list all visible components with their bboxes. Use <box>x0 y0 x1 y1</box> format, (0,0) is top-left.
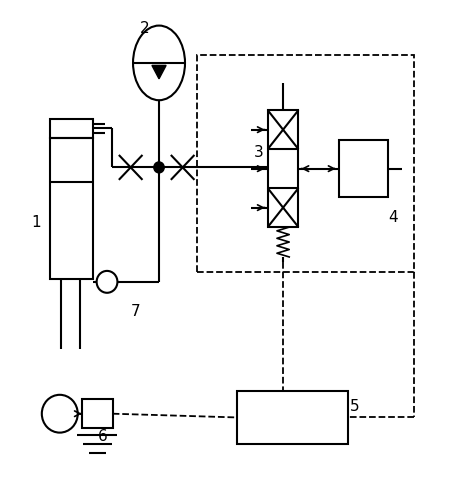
Polygon shape <box>152 65 166 79</box>
Bar <box>268 110 299 227</box>
Text: 2: 2 <box>140 20 150 35</box>
Bar <box>237 391 348 444</box>
Bar <box>338 140 388 197</box>
Ellipse shape <box>133 25 185 100</box>
Bar <box>50 119 93 138</box>
Text: 7: 7 <box>130 304 140 319</box>
Circle shape <box>42 395 78 433</box>
Text: 6: 6 <box>98 429 107 444</box>
Text: 3: 3 <box>254 145 263 160</box>
Text: 1: 1 <box>31 215 41 230</box>
Bar <box>50 138 93 279</box>
Circle shape <box>97 271 118 293</box>
Text: 4: 4 <box>388 210 398 225</box>
Bar <box>197 55 414 272</box>
Text: 5: 5 <box>350 399 360 414</box>
Circle shape <box>154 162 164 173</box>
Bar <box>82 399 113 428</box>
